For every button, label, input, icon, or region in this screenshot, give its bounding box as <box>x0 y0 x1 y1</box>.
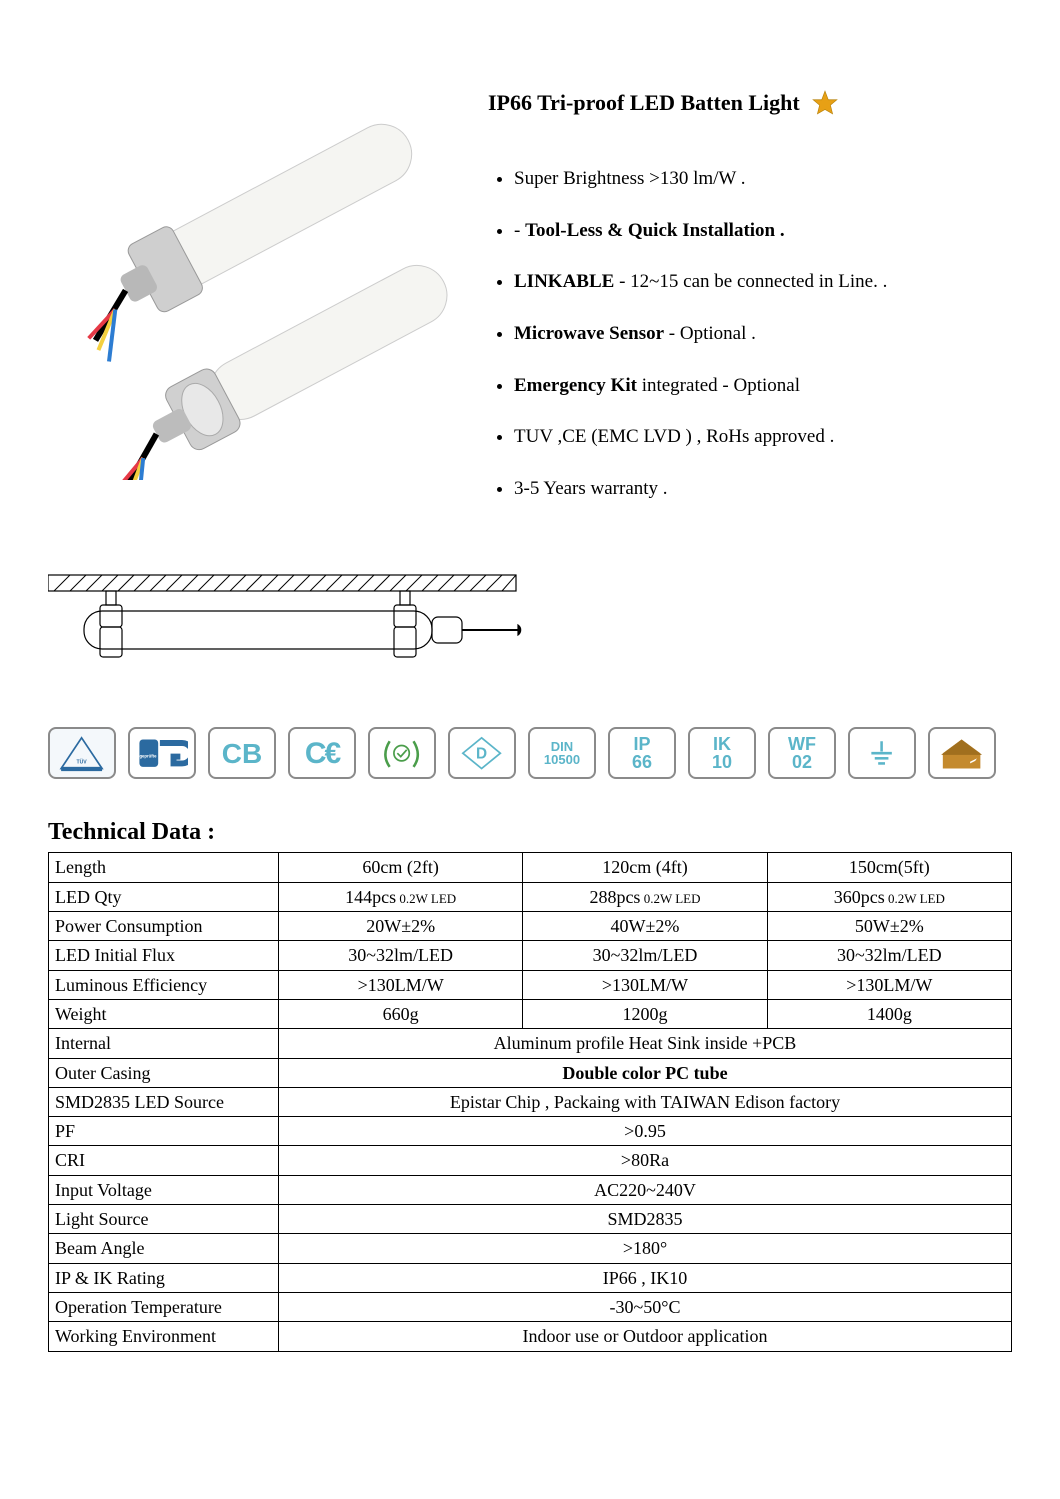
cert-house-icon <box>928 727 996 779</box>
row-label: Outer Casing <box>49 1058 279 1087</box>
table-row: Power Consumption 20W±2%40W±2%50W±2% <box>49 912 1012 941</box>
cert-class2-icon <box>848 727 916 779</box>
star-icon <box>812 90 838 116</box>
table-row: Length 60cm (2ft) 120cm (4ft) 150cm(5ft) <box>49 853 1012 882</box>
table-row: IP & IK RatingIP66 , IK10 <box>49 1263 1012 1292</box>
row-label: Power Consumption <box>49 912 279 941</box>
cert-row: TÜV geprüfte CB C€ D DIN10500 IP66 IK10 … <box>48 727 1012 779</box>
feature-item: Microwave Sensor - Optional . <box>514 321 1012 347</box>
cert-wreath-icon <box>368 727 436 779</box>
row-label: IP & IK Rating <box>49 1263 279 1292</box>
cert-ik10-icon: IK10 <box>688 727 756 779</box>
table-row: Operation Temperature-30~50°C <box>49 1292 1012 1321</box>
row-label: Length <box>49 853 279 882</box>
svg-text:TÜV: TÜV <box>77 759 88 766</box>
row-label: CRI <box>49 1146 279 1175</box>
table-row: Luminous Efficiency >130LM/W>130LM/W>130… <box>49 970 1012 999</box>
table-row: Outer CasingDouble color PC tube <box>49 1058 1012 1087</box>
svg-text:geprüfte: geprüfte <box>140 754 158 759</box>
product-photo <box>48 80 468 480</box>
tech-data-title: Technical Data : <box>48 819 1012 846</box>
table-row: CRI>80Ra <box>49 1146 1012 1175</box>
row-label: Operation Temperature <box>49 1292 279 1321</box>
mounting-diagram <box>48 567 548 697</box>
feature-item: LINKABLE - 12~15 can be connected in Lin… <box>514 269 1012 295</box>
table-row: Light SourceSMD2835 <box>49 1205 1012 1234</box>
feature-item: TUV ,CE (EMC LVD ) , RoHs approved . <box>514 424 1012 450</box>
row-label: PF <box>49 1117 279 1146</box>
cert-ip66-icon: IP66 <box>608 727 676 779</box>
row-label: Beam Angle <box>49 1234 279 1263</box>
cert-gs-icon: geprüfte <box>128 727 196 779</box>
row-label: Light Source <box>49 1205 279 1234</box>
cert-din-icon: DIN10500 <box>528 727 596 779</box>
feature-item: Super Brightness >130 lm/W . <box>514 166 1012 192</box>
row-label: Weight <box>49 999 279 1028</box>
cert-wf02-icon: WF02 <box>768 727 836 779</box>
tech-data-table: Length 60cm (2ft) 120cm (4ft) 150cm(5ft)… <box>48 852 1012 1351</box>
table-row: Working EnvironmentIndoor use or Outdoor… <box>49 1322 1012 1351</box>
table-row: PF>0.95 <box>49 1117 1012 1146</box>
row-label: Internal <box>49 1029 279 1058</box>
row-label: LED Initial Flux <box>49 941 279 970</box>
row-label: Input Voltage <box>49 1175 279 1204</box>
row-label: SMD2835 LED Source <box>49 1087 279 1116</box>
cert-tuv-icon: TÜV <box>48 727 116 779</box>
feature-item: - Tool-Less & Quick Installation . <box>514 218 1012 244</box>
feature-item: Emergency Kit integrated - Optional <box>514 373 1012 399</box>
row-label: LED Qty <box>49 882 279 911</box>
table-row: Input VoltageAC220~240V <box>49 1175 1012 1204</box>
row-label: Luminous Efficiency <box>49 970 279 999</box>
feature-list: Super Brightness >130 lm/W . - Tool-Less… <box>488 166 1012 501</box>
cert-d-icon: D <box>448 727 516 779</box>
svg-text:D: D <box>476 746 487 763</box>
table-row: Weight 660g1200g1400g <box>49 999 1012 1028</box>
table-row: InternalAluminum profile Heat Sink insid… <box>49 1029 1012 1058</box>
table-row: LED Initial Flux 30~32lm/LED30~32lm/LED3… <box>49 941 1012 970</box>
table-row: Beam Angle>180° <box>49 1234 1012 1263</box>
row-label: Working Environment <box>49 1322 279 1351</box>
cert-cb-icon: CB <box>208 727 276 779</box>
table-row: LED Qty 144pcs 0.2W LED 288pcs 0.2W LED … <box>49 882 1012 911</box>
cert-ce-icon: C€ <box>288 727 356 779</box>
table-row: SMD2835 LED SourceEpistar Chip , Packain… <box>49 1087 1012 1116</box>
feature-item: 3-5 Years warranty . <box>514 476 1012 502</box>
page-title: IP66 Tri-proof LED Batten Light <box>488 90 800 116</box>
